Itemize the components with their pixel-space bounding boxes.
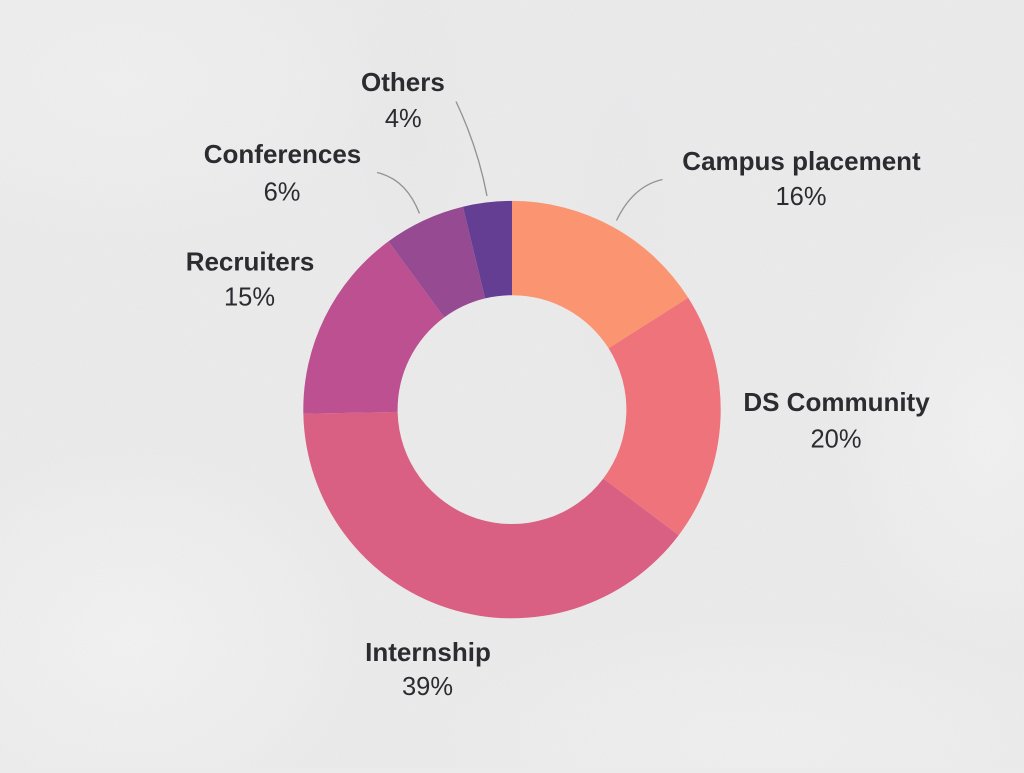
svg-text:Recruiters: Recruiters bbox=[186, 247, 315, 277]
svg-text:Campus placement: Campus placement bbox=[682, 146, 921, 176]
svg-text:Internship: Internship bbox=[365, 637, 491, 667]
svg-text:4%: 4% bbox=[385, 105, 422, 133]
svg-text:20%: 20% bbox=[810, 426, 861, 454]
svg-text:Conferences: Conferences bbox=[204, 139, 362, 169]
svg-text:16%: 16% bbox=[775, 183, 826, 211]
svg-text:39%: 39% bbox=[402, 673, 453, 701]
svg-text:DS Community: DS Community bbox=[743, 387, 930, 417]
svg-text:15%: 15% bbox=[224, 284, 275, 312]
svg-text:Others: Others bbox=[361, 67, 445, 97]
svg-text:6%: 6% bbox=[264, 179, 301, 207]
